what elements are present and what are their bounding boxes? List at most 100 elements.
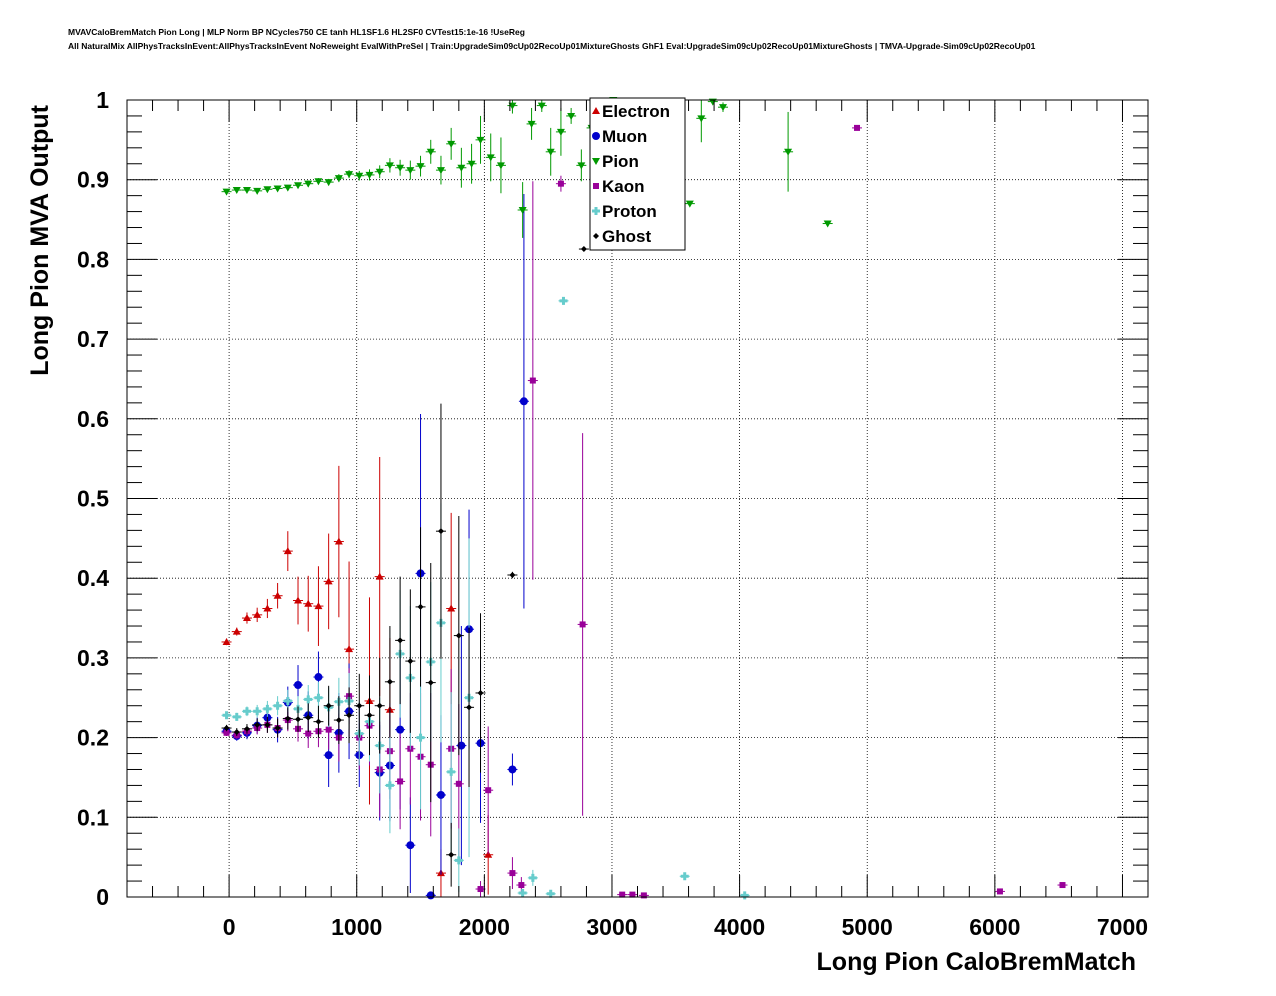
series-muon	[221, 194, 529, 900]
data-point	[253, 187, 262, 195]
data-point	[356, 702, 363, 709]
data-point	[457, 741, 466, 750]
data-point	[416, 733, 425, 742]
data-point	[557, 180, 564, 187]
data-point	[294, 596, 303, 604]
data-point	[518, 206, 527, 214]
data-point	[253, 610, 262, 618]
data-point	[376, 702, 383, 709]
data-point	[680, 872, 689, 881]
data-point	[334, 175, 343, 183]
data-point	[426, 148, 435, 156]
data-point	[324, 751, 333, 760]
data-point	[619, 891, 626, 898]
data-point	[222, 711, 231, 720]
data-point	[467, 160, 476, 168]
data-point	[385, 781, 394, 790]
data-point	[263, 704, 272, 713]
data-point	[263, 186, 272, 194]
data-point	[396, 164, 405, 172]
data-point	[325, 726, 332, 733]
data-layer	[221, 97, 1068, 900]
data-point	[519, 397, 528, 406]
data-point	[486, 154, 495, 162]
data-point	[518, 882, 525, 889]
x-axis-title: Long Pion CaloBremMatch	[817, 948, 1136, 976]
legend-box	[589, 97, 686, 251]
data-point	[546, 148, 555, 156]
data-point	[996, 888, 1003, 895]
data-point	[447, 767, 456, 776]
data-point	[508, 102, 517, 110]
y-tick-label: 0.6	[77, 406, 109, 432]
x-tick-label: 0	[223, 914, 236, 940]
data-point	[529, 377, 536, 384]
data-point	[334, 537, 343, 545]
data-point	[454, 856, 463, 865]
series-ghost	[221, 246, 589, 887]
data-point	[509, 870, 516, 877]
data-point	[273, 185, 282, 193]
data-point	[325, 702, 332, 709]
data-point	[264, 721, 271, 728]
data-point	[304, 695, 313, 704]
data-point	[629, 891, 636, 898]
data-point	[242, 187, 251, 195]
data-point	[223, 729, 230, 736]
data-point	[528, 873, 537, 882]
data-point	[397, 637, 404, 644]
data-point	[305, 714, 312, 721]
data-point	[823, 220, 832, 228]
data-point	[305, 730, 312, 737]
data-point	[477, 886, 484, 893]
data-point	[294, 680, 303, 689]
data-point	[537, 102, 546, 110]
data-point	[447, 604, 456, 612]
data-point	[263, 604, 272, 612]
legend-marker-pion	[592, 158, 600, 165]
data-point	[476, 136, 485, 144]
y-tick-label: 0.4	[77, 565, 109, 591]
x-tick-label: 3000	[586, 914, 637, 940]
data-point	[314, 693, 323, 702]
legend-marker-muon	[592, 132, 600, 140]
data-point	[457, 164, 466, 172]
data-point	[854, 124, 861, 131]
data-point	[283, 184, 292, 192]
data-point	[304, 599, 313, 607]
legend-marker-proton	[592, 207, 600, 215]
y-tick-label: 0.7	[77, 326, 109, 352]
legend-label-electron: Electron	[602, 102, 670, 121]
data-point	[556, 128, 565, 136]
data-point	[477, 689, 484, 696]
data-point	[243, 725, 250, 732]
data-point	[455, 632, 462, 639]
data-point	[427, 679, 434, 686]
y-axis-title: Long Pion MVA Output	[26, 104, 54, 375]
data-point	[719, 104, 728, 112]
data-point	[386, 678, 393, 685]
data-point	[283, 547, 292, 555]
legend-label-muon: Muon	[602, 127, 647, 146]
data-point	[294, 182, 303, 190]
data-point	[416, 163, 425, 171]
data-point	[407, 658, 414, 665]
y-tick-label: 0.3	[77, 645, 109, 671]
data-point	[447, 140, 456, 148]
series-proton	[221, 296, 750, 900]
data-point	[559, 296, 568, 305]
series-electron	[221, 457, 494, 897]
data-point	[496, 162, 505, 170]
data-point	[284, 715, 291, 722]
x-tick-label: 5000	[842, 914, 893, 940]
y-tick-label: 0.8	[77, 246, 109, 272]
data-point	[396, 725, 405, 734]
data-point	[1059, 882, 1066, 889]
chart-header-line-2: All NaturalMix AllPhysTracksInEvent:AllP…	[68, 41, 1036, 51]
data-point	[518, 889, 527, 898]
data-point	[485, 787, 492, 794]
x-tick-label: 6000	[969, 914, 1020, 940]
y-tick-label: 0	[96, 884, 109, 910]
legend: Electron Muon Pion Kaon Proton Ghost	[589, 97, 686, 251]
data-point	[232, 627, 241, 635]
